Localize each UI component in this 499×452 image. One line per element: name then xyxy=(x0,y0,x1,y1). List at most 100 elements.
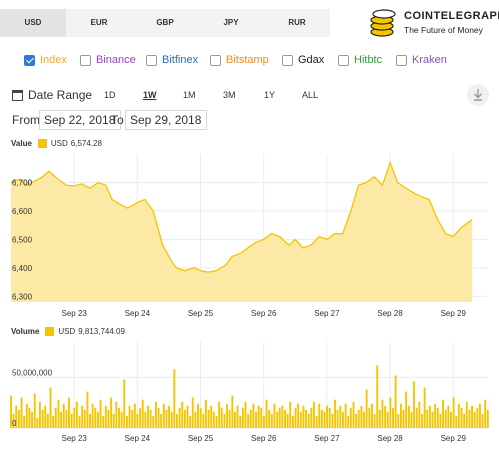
zoom-3m-button[interactable]: 3M xyxy=(223,90,236,100)
exchange-gdax[interactable]: Gdax xyxy=(282,54,324,66)
volume-bar xyxy=(231,395,234,428)
volume-bar xyxy=(118,407,120,428)
volume-bar xyxy=(397,413,400,428)
volume-bar xyxy=(68,397,70,428)
tab-jpy[interactable]: JPY xyxy=(223,18,239,27)
volume-bar xyxy=(189,415,192,428)
tab-rur[interactable]: RUR xyxy=(288,18,306,27)
volume-bar xyxy=(215,415,218,428)
x-tick-label: Sep 28 xyxy=(377,434,403,443)
volume-bar xyxy=(352,401,355,428)
zoom-1m-button[interactable]: 1M xyxy=(183,90,196,100)
volume-bar xyxy=(10,395,12,428)
volume-bar xyxy=(381,399,384,428)
volume-bar xyxy=(97,411,99,428)
exchange-checkbox[interactable] xyxy=(282,54,293,66)
volume-bar xyxy=(147,405,149,428)
volume-bar xyxy=(41,409,44,428)
volume-bar xyxy=(476,407,479,428)
volume-bar xyxy=(75,401,78,428)
exchange-checkbox[interactable] xyxy=(80,54,91,66)
volume-bar xyxy=(320,409,323,428)
volume-bar xyxy=(234,411,236,428)
volume-bar xyxy=(260,407,263,428)
volume-bar xyxy=(299,411,302,428)
volume-bar xyxy=(178,407,181,428)
exchange-bitfinex[interactable]: Bitfinex xyxy=(146,54,198,66)
exchange-checkbox[interactable] xyxy=(338,54,349,66)
legend-series-name: USD xyxy=(58,327,76,336)
volume-bar xyxy=(278,407,281,428)
volume-bar xyxy=(160,413,163,428)
volume-bar xyxy=(104,405,107,428)
volume-bar xyxy=(183,409,186,428)
tab-gbp[interactable]: GBP xyxy=(156,18,174,27)
exchange-checkbox[interactable] xyxy=(396,54,407,66)
volume-bar xyxy=(31,411,33,428)
zoom-all-button[interactable]: ALL xyxy=(302,90,319,100)
volume-bar xyxy=(205,399,207,428)
exchange-binance[interactable]: Binance xyxy=(80,54,136,66)
volume-bar xyxy=(486,409,489,428)
volume-bar xyxy=(373,413,376,428)
exchange-index[interactable]: Index xyxy=(24,54,67,66)
from-date-input[interactable]: Sep 22, 2018 xyxy=(39,110,121,130)
volume-bar xyxy=(170,411,173,428)
volume-bar xyxy=(141,399,144,428)
zoom-1w-button[interactable]: 1W xyxy=(143,90,157,100)
exchange-hitbtc[interactable]: Hitbtc xyxy=(338,54,382,66)
exchange-checkbox[interactable] xyxy=(24,54,35,66)
volume-bar xyxy=(49,387,52,428)
volume-bar xyxy=(197,403,199,428)
volume-bar xyxy=(241,407,244,428)
volume-bar xyxy=(455,415,458,428)
volume-bar xyxy=(165,409,168,428)
volume-bar xyxy=(452,397,455,428)
volume-bar xyxy=(212,411,215,428)
volume-bar xyxy=(371,403,373,428)
volume-bar xyxy=(244,401,247,428)
exchange-kraken[interactable]: Kraken xyxy=(396,54,447,66)
volume-bar xyxy=(318,403,321,428)
volume-bar xyxy=(112,413,115,428)
volume-bar xyxy=(355,413,358,428)
volume-bar xyxy=(139,407,142,428)
exchange-checkbox[interactable] xyxy=(146,54,157,66)
volume-bar xyxy=(194,411,197,428)
zoom-1y-button[interactable]: 1Y xyxy=(264,90,276,100)
volume-bar xyxy=(413,381,415,428)
volume-bar xyxy=(286,413,289,428)
exchange-bitstamp[interactable]: Bitstamp xyxy=(210,54,269,66)
volume-bar xyxy=(334,399,336,428)
download-button[interactable] xyxy=(467,84,489,106)
x-tick-label: Sep 23 xyxy=(61,309,87,318)
volume-bar xyxy=(120,411,123,428)
exchange-label: Bitfinex xyxy=(162,54,199,66)
volume-bar xyxy=(236,405,239,428)
volume-bar xyxy=(107,409,110,428)
zoom-1d-button[interactable]: 1D xyxy=(104,90,116,100)
volume-bar xyxy=(392,407,394,428)
volume-bar xyxy=(263,415,265,428)
volume-bar xyxy=(357,409,360,428)
volume-bar xyxy=(226,403,228,428)
volume-bar xyxy=(389,397,392,428)
exchange-checkbox[interactable] xyxy=(210,54,221,66)
volume-bar xyxy=(376,365,379,428)
volume-bar xyxy=(268,409,271,428)
tab-usd[interactable]: USD xyxy=(0,9,66,37)
volume-bar xyxy=(479,403,481,428)
volume-bar xyxy=(292,415,294,428)
x-tick-label: Sep 24 xyxy=(125,309,151,318)
volume-bar xyxy=(347,415,350,428)
volume-bar xyxy=(463,413,466,428)
volume-bar xyxy=(207,409,210,428)
volume-bar xyxy=(450,411,452,428)
legend-series-name: USD xyxy=(50,139,68,148)
to-date-input[interactable]: Sep 29, 2018 xyxy=(125,110,207,130)
cointelegraph-logo[interactable]: COINTELEGRAPH The Future of Money xyxy=(368,6,499,38)
volume-bar xyxy=(128,405,131,428)
y-tick-label: 6,700 xyxy=(12,178,33,187)
tab-eur[interactable]: EUR xyxy=(90,18,108,27)
